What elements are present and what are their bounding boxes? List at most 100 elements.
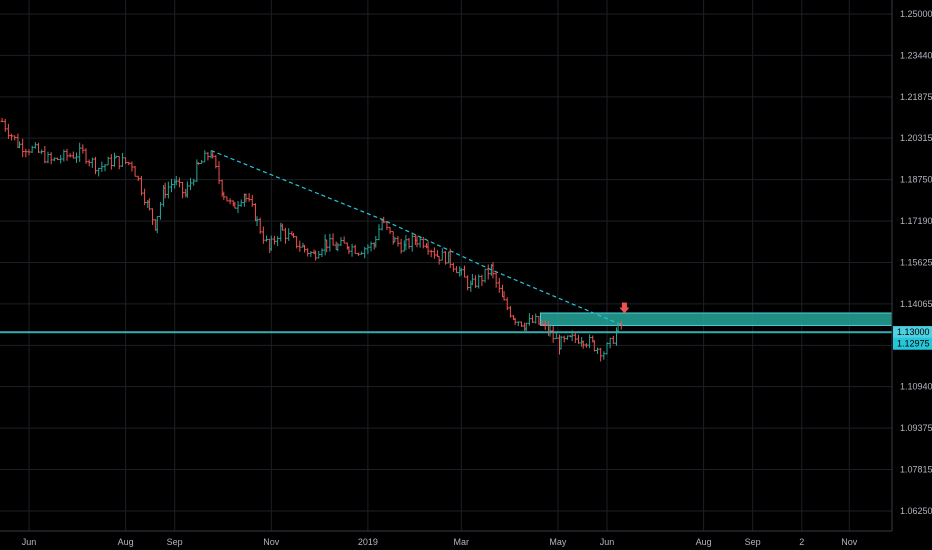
price-bar: [531, 315, 535, 323]
price-badge-bg: [893, 337, 932, 350]
price-bar: [432, 247, 436, 259]
price-bar: [75, 152, 79, 163]
price-bar: [151, 208, 155, 225]
price-bar: [595, 347, 599, 354]
price-bar: [353, 244, 357, 254]
price-bar: [222, 191, 226, 200]
price-bar: [174, 175, 178, 186]
price-bar: [49, 152, 53, 165]
price-bar: [46, 151, 50, 164]
price-bar: [163, 182, 167, 199]
price-bar: [534, 313, 538, 324]
price-bar: [242, 193, 246, 207]
price-tick-label: 1.20315: [900, 133, 932, 143]
price-bar: [114, 155, 118, 159]
price-badges: 1.13000 1.12975: [893, 326, 932, 350]
price-bar: [192, 178, 196, 186]
price-bar: [508, 305, 512, 318]
time-tick-label: 2019: [358, 537, 378, 547]
price-bar: [516, 321, 520, 327]
price-bar: [133, 166, 137, 177]
price-bar: [334, 241, 338, 251]
price-bar: [474, 275, 478, 288]
price-bar: [109, 154, 113, 170]
price-bar: [21, 138, 25, 158]
arrow-head: [619, 307, 630, 314]
price-bar: [413, 234, 417, 245]
price-bar: [462, 265, 466, 278]
price-bar: [317, 250, 321, 259]
price-bar: [382, 216, 386, 224]
price-bar: [184, 188, 188, 198]
price-bar: [206, 152, 210, 161]
price-bar: [146, 200, 150, 208]
price-bar: [100, 161, 104, 172]
price-bar: [139, 175, 143, 196]
price-bar: [554, 332, 558, 340]
price-bar: [65, 148, 69, 161]
price-bar: [429, 249, 433, 258]
price-bar: [56, 157, 60, 161]
price-bar: [483, 268, 487, 283]
price-bar: [87, 159, 91, 167]
price-bar: [130, 161, 134, 172]
price-bar: [97, 167, 101, 177]
price-bar: [616, 322, 620, 333]
price-bar: [615, 327, 619, 346]
price-bar: [265, 235, 269, 242]
price-bar: [402, 240, 406, 252]
time-tick-label: Jun: [22, 537, 37, 547]
sell-arrow-icon: [619, 302, 630, 314]
price-bar: [3, 118, 7, 132]
time-tick-label: Aug: [696, 537, 712, 547]
price-bar: [581, 340, 585, 349]
price-bar: [350, 243, 354, 257]
price-badge-bg: [893, 326, 932, 339]
price-bar: [177, 177, 181, 188]
price-tick-label: 1.18750: [900, 175, 932, 185]
price-bar: [366, 244, 370, 255]
price-bar: [399, 238, 403, 254]
price-bar: [540, 320, 544, 326]
price-tick-label: 1.07815: [900, 465, 932, 475]
price-bar: [103, 164, 107, 172]
price-axis[interactable]: 1.25000 1.23440 1.21875 1.20315 1.18750 1.171…: [900, 9, 932, 516]
price-bar: [602, 351, 606, 360]
trendline-dashed: [210, 149, 622, 326]
price-bar: [189, 177, 193, 191]
price-bar: [124, 157, 128, 165]
price-bar: [147, 198, 151, 211]
time-axis[interactable]: Jun Aug Sep Nov 2019 Mar May Jun Aug Sep 2 Nov: [22, 537, 858, 547]
price-bar: [250, 194, 254, 207]
time-tick-label: Nov: [841, 537, 858, 547]
price-bar: [127, 162, 131, 166]
price-bar: [513, 317, 517, 325]
price-bar: [253, 203, 257, 222]
price-bar: [551, 325, 555, 343]
price-bar: [106, 156, 110, 166]
price-bar: [562, 335, 566, 343]
price-bar: [565, 335, 569, 340]
price-bar: [185, 181, 189, 198]
price-bar: [524, 322, 528, 333]
price-bar: [372, 242, 376, 250]
price-bar: [497, 278, 501, 293]
price-bar: [336, 242, 340, 252]
price-tick-label: 1.09375: [900, 423, 932, 433]
price-bar: [592, 340, 596, 352]
price-bar: [200, 160, 204, 165]
price-bar: [455, 266, 459, 274]
price-bar: [576, 334, 580, 344]
price-bar: [309, 251, 313, 257]
price-bar: [211, 151, 215, 159]
price-bar: [295, 236, 299, 249]
price-tick-label: 1.25000: [900, 9, 932, 19]
price-bar: [388, 226, 392, 234]
price-bar: [10, 133, 14, 141]
price-bar: [173, 179, 177, 189]
price-bar: [363, 247, 367, 259]
price-bar: [611, 335, 615, 344]
price-bar: [491, 262, 495, 279]
price-bar: [155, 215, 159, 234]
